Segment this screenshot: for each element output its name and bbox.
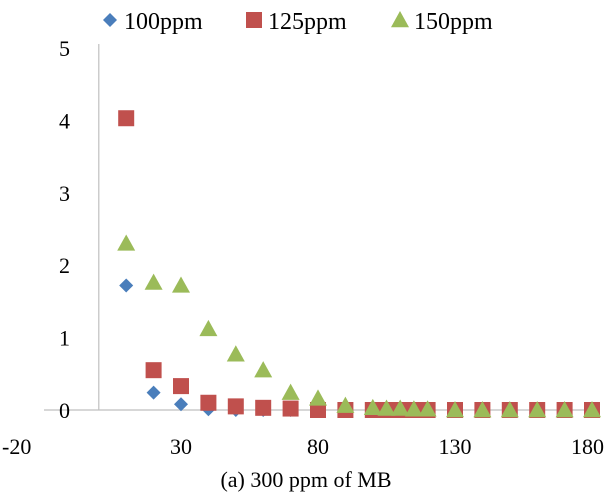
legend-item: 150ppm xyxy=(391,9,493,35)
series-3 xyxy=(117,234,601,418)
data-point xyxy=(281,383,300,400)
data-point xyxy=(446,401,464,418)
data-point xyxy=(173,378,189,395)
data-point xyxy=(377,399,396,416)
y-tick-label: 5 xyxy=(59,36,70,61)
legend-marker xyxy=(103,13,117,27)
data-point xyxy=(282,400,299,417)
x-tick-label: 180 xyxy=(571,434,604,459)
x-tick-label: 80 xyxy=(307,434,329,459)
data-point xyxy=(528,401,547,418)
y-tick-label: 1 xyxy=(59,326,70,351)
data-point xyxy=(200,394,217,411)
x-tick-label: 30 xyxy=(170,434,192,459)
legend-label: 150ppm xyxy=(414,9,493,35)
y-tick-label: 3 xyxy=(59,181,70,206)
data-point xyxy=(500,401,519,418)
series-1 xyxy=(119,278,599,417)
series-2 xyxy=(118,110,600,418)
data-point xyxy=(473,401,492,418)
chart-caption: (a) 300 ppm of MB xyxy=(220,467,391,492)
data-point xyxy=(146,385,161,400)
data-point xyxy=(199,319,218,337)
data-point xyxy=(118,110,135,127)
legend-item: 100ppm xyxy=(103,9,203,35)
legend-marker xyxy=(391,11,409,28)
y-tick-label: 4 xyxy=(59,108,70,133)
legend-marker xyxy=(246,12,262,28)
data-point xyxy=(583,401,601,418)
data-point xyxy=(255,399,272,416)
data-point xyxy=(174,397,188,412)
data-point xyxy=(309,389,327,406)
data-point xyxy=(310,402,326,418)
data-point xyxy=(172,276,190,293)
data-point xyxy=(404,400,423,417)
data-point xyxy=(336,396,355,413)
data-point xyxy=(363,398,382,416)
y-tick-label: 0 xyxy=(59,398,70,423)
data-point xyxy=(145,362,162,379)
data-point xyxy=(226,345,245,362)
axes: 0 1 2 3 4 5 -20 30 80 130 180 xyxy=(2,36,604,459)
data-point xyxy=(119,278,134,293)
data-point xyxy=(117,234,136,251)
legend-label: 125ppm xyxy=(268,9,347,35)
x-tick-label: -20 xyxy=(2,434,31,459)
y-tick-label: 2 xyxy=(59,253,70,278)
x-tick-label: 130 xyxy=(439,434,472,459)
data-point xyxy=(227,398,244,415)
data-marks xyxy=(117,110,601,418)
data-point xyxy=(418,400,437,417)
data-point xyxy=(144,273,163,290)
legend-label: 100ppm xyxy=(124,9,203,35)
data-point xyxy=(254,361,273,378)
legend-item: 125ppm xyxy=(246,9,347,35)
legend: 100ppm 125ppm 150ppm xyxy=(103,9,493,35)
data-point xyxy=(555,401,574,418)
data-point xyxy=(391,399,410,416)
